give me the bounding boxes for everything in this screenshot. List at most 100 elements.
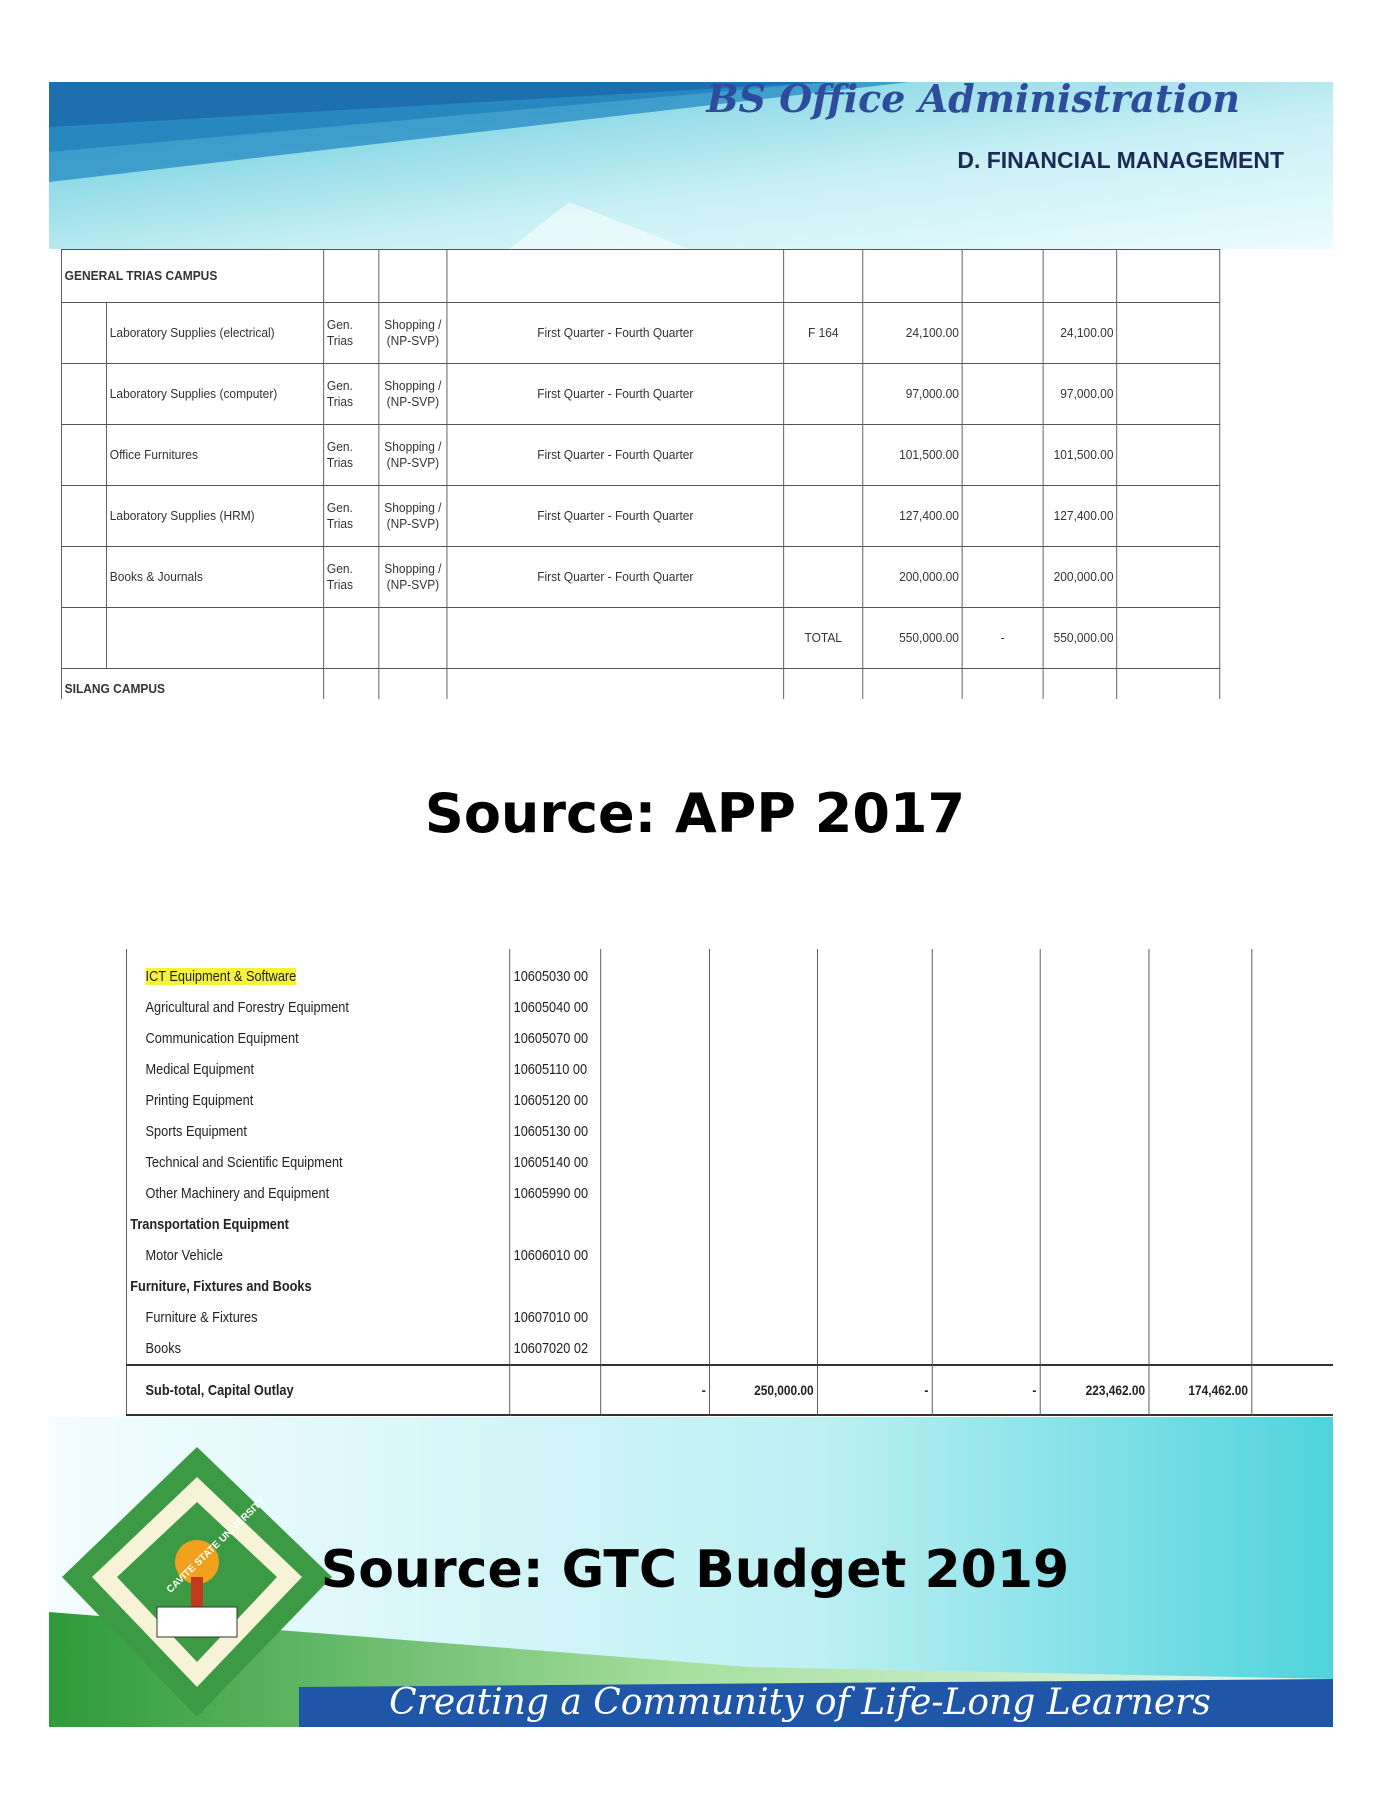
empty-cell	[931, 1209, 1041, 1240]
code-cell: 10607020 02	[509, 1333, 602, 1365]
cell: First Quarter - Fourth Quarter	[446, 546, 785, 608]
empty-cell	[446, 668, 785, 699]
header-background	[49, 82, 1333, 249]
cell: 127,400.00	[862, 485, 963, 547]
empty-cell	[709, 1054, 818, 1085]
row-label: Communication Equipment	[145, 1030, 299, 1047]
empty-cell	[1042, 249, 1118, 303]
empty-cell	[1039, 1147, 1150, 1178]
empty-cell	[931, 1054, 1041, 1085]
budget-row: Books 10607020 02	[126, 1333, 1333, 1365]
empty-cell	[817, 1054, 933, 1085]
empty-cell	[817, 1085, 933, 1116]
empty-cell	[600, 1116, 710, 1147]
empty-cell	[961, 546, 1044, 608]
item-row: Books & Journals Gen. Trias Shopping / (NP…	[61, 546, 1221, 608]
empty-cell	[817, 1147, 933, 1178]
empty-cell	[931, 1271, 1041, 1302]
row-label: Furniture & Fixtures	[145, 1309, 258, 1326]
empty-cell	[817, 1023, 933, 1054]
cell: Shopping / (NP-SVP)	[378, 363, 448, 425]
subtotal-cell: -	[817, 1364, 933, 1416]
empty-cell	[323, 668, 380, 699]
label-cell: ICT Equipment & Software	[126, 949, 511, 992]
empty-cell	[931, 949, 1041, 992]
empty-cell	[1251, 1178, 1333, 1209]
row-label: Transportation Equipment	[130, 1216, 289, 1233]
empty-cell	[931, 992, 1041, 1023]
empty-cell	[783, 668, 864, 699]
cell: Gen. Trias	[323, 363, 380, 425]
empty-cell	[1148, 1147, 1253, 1178]
empty-cell	[61, 485, 108, 547]
row-label: ICT Equipment & Software	[145, 968, 297, 985]
empty-cell	[61, 302, 108, 364]
subtotal-row: Sub-total, Capital Outlay -250,000.00- -22…	[126, 1364, 1333, 1416]
empty-cell	[1116, 668, 1221, 699]
empty-cell	[931, 1085, 1041, 1116]
empty-cell	[1251, 992, 1333, 1023]
empty-cell	[862, 249, 963, 303]
subtotal-label: Sub-total, Capital Outlay	[126, 1364, 511, 1416]
total-cell: 550,000.00	[1042, 607, 1118, 669]
empty-cell	[817, 1116, 933, 1147]
code-cell: 10605140 00	[509, 1147, 602, 1178]
empty-cell	[446, 607, 785, 669]
empty-cell	[600, 1023, 710, 1054]
row-label: Medical Equipment	[145, 1061, 254, 1078]
section-cell: SILANG CAMPUS	[61, 668, 325, 699]
label-cell: Medical Equipment	[126, 1054, 511, 1085]
row-label: Printing Equipment	[145, 1092, 254, 1109]
university-logo	[62, 1447, 332, 1717]
empty-cell	[817, 1333, 933, 1365]
budget-row: Transportation Equipment	[126, 1209, 1333, 1240]
empty-cell	[931, 1333, 1041, 1365]
code-cell: 10605040 00	[509, 992, 602, 1023]
empty-cell	[783, 485, 864, 547]
subtotal-cell: 174,462.00	[1148, 1364, 1253, 1416]
empty-cell	[709, 1209, 818, 1240]
empty-cell	[600, 1178, 710, 1209]
empty-cell	[961, 424, 1044, 486]
empty-cell	[61, 363, 108, 425]
empty-cell	[1251, 1364, 1333, 1416]
empty-cell	[1148, 1209, 1253, 1240]
empty-cell	[1251, 1240, 1333, 1271]
empty-cell	[1039, 1023, 1150, 1054]
empty-cell	[1148, 1023, 1253, 1054]
cell: 24,100.00	[862, 302, 963, 364]
empty-cell	[1039, 1178, 1150, 1209]
row-label: Other Machinery and Equipment	[145, 1185, 330, 1202]
cell: Books & Journals	[106, 546, 325, 608]
empty-cell	[709, 1333, 818, 1365]
empty-cell	[1148, 1116, 1253, 1147]
scan-table-2: ICT Equipment & Software 10605030 00 Agric…	[126, 949, 1333, 1417]
empty-cell	[1148, 1240, 1253, 1271]
cell: 200,000.00	[1042, 546, 1118, 608]
budget-row: Other Machinery and Equipment 10605990 00	[126, 1178, 1333, 1209]
empty-cell	[817, 1209, 933, 1240]
empty-cell	[600, 1240, 710, 1271]
subtotal-cell: 223,462.00	[1039, 1364, 1150, 1416]
empty-cell	[61, 607, 108, 669]
empty-cell	[1116, 485, 1221, 547]
cell: First Quarter - Fourth Quarter	[446, 302, 785, 364]
empty-cell	[817, 949, 933, 992]
cell: First Quarter - Fourth Quarter	[446, 424, 785, 486]
budget-table: ICT Equipment & Software 10605030 00 Agric…	[126, 949, 1333, 1416]
section-row: SILANG CAMPUS	[61, 668, 1221, 699]
empty-cell	[709, 992, 818, 1023]
row-label: Technical and Scientific Equipment	[145, 1154, 343, 1171]
empty-cell	[378, 668, 448, 699]
label-cell: Printing Equipment	[126, 1085, 511, 1116]
empty-cell	[709, 1023, 818, 1054]
subtotal-cell: -	[931, 1364, 1041, 1416]
cell: 97,000.00	[1042, 363, 1118, 425]
empty-cell	[1251, 1023, 1333, 1054]
empty-cell	[931, 1116, 1041, 1147]
empty-cell	[961, 485, 1044, 547]
source-caption: Source: APP 2017	[424, 782, 966, 845]
empty-cell	[709, 949, 818, 992]
budget-row: Furniture, Fixtures and Books	[126, 1271, 1333, 1302]
total-cell: -	[961, 607, 1044, 669]
